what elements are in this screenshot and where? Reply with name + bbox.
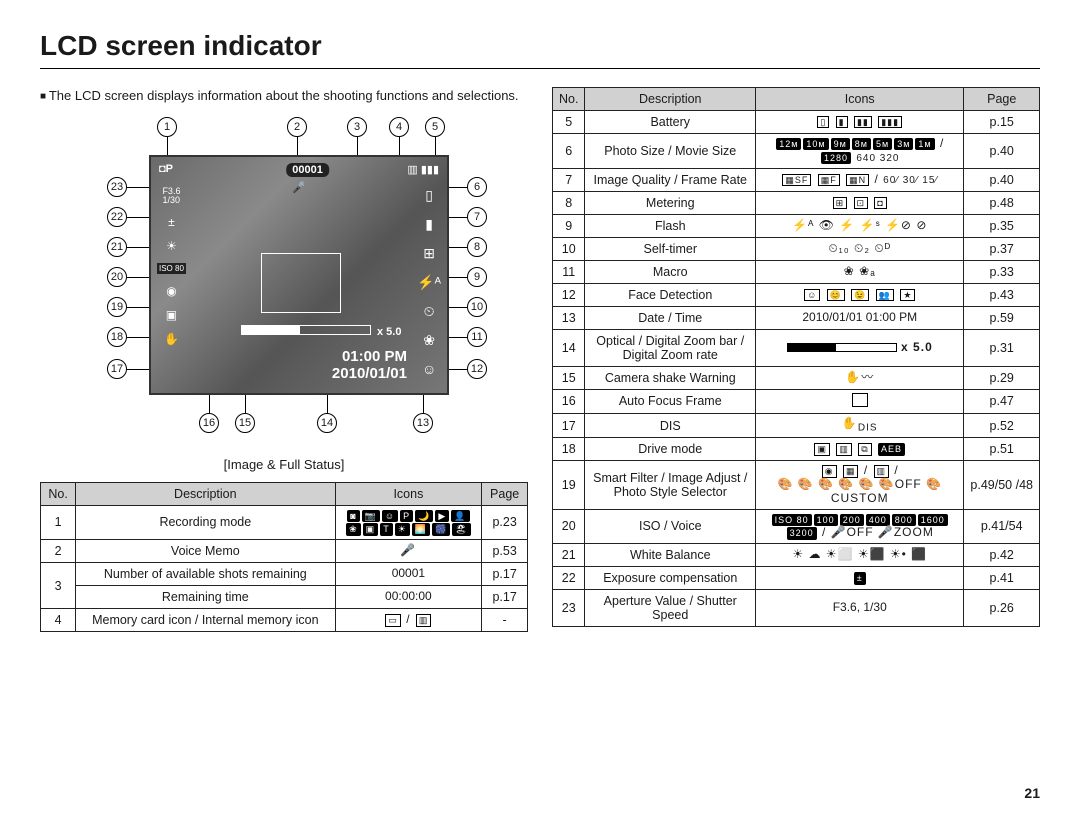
callout-10: 10 <box>467 297 487 317</box>
callout-9: 9 <box>467 267 487 287</box>
callout-23: 23 <box>107 177 127 197</box>
table-row: 20ISO / VoiceISO 8010020040080016003200 … <box>553 509 1040 544</box>
table-left: No.DescriptionIconsPage 1Recording mode◙… <box>40 482 528 633</box>
callout-19: 19 <box>107 297 127 317</box>
callout-17: 17 <box>107 359 127 379</box>
table-row: 23Aperture Value / Shutter SpeedF3.6, 1/… <box>553 590 1040 627</box>
rc-timer: ⏲ <box>424 303 435 320</box>
table-row: 14Optical / Digital Zoom bar / Digital Z… <box>553 329 1040 366</box>
callout-15: 15 <box>235 413 255 433</box>
table-right: No.DescriptionIconsPage 5Battery▯ ▮ ▮▮ ▮… <box>552 87 1040 627</box>
table-row: 13Date / Time2010/01/01 01:00 PMp.59 <box>553 306 1040 329</box>
table-row: 17DIS✋DISp.52 <box>553 414 1040 438</box>
wb-icon: ☀ <box>166 239 177 253</box>
table-row: 4Memory card icon / Internal memory icon… <box>41 609 528 632</box>
th: Description <box>585 88 756 111</box>
callout-8: 8 <box>467 237 487 257</box>
table-row: 22Exposure compensation±p.41 <box>553 567 1040 590</box>
table-row: 21White Balance☀ ☁ ☀⬜ ☀⬛ ☀• ⬛p.42 <box>553 544 1040 567</box>
intro-text: The LCD screen displays information abou… <box>40 87 528 105</box>
callout-16: 16 <box>199 413 219 433</box>
lcd-date: 2010/01/01 <box>332 365 407 382</box>
table-row: 15Camera shake Warning✋〰p.29 <box>553 366 1040 389</box>
ev-icon: ± <box>168 215 175 229</box>
table-row: 5Battery▯ ▮ ▮▮ ▮▮▮p.15 <box>553 111 1040 134</box>
rc-flash: ⚡ᴬ <box>417 274 441 291</box>
th: No. <box>553 88 585 111</box>
table-row: 12Face Detection☺ 😊 😉 👥 ★p.43 <box>553 283 1040 306</box>
table-row: 19Smart Filter / Image Adjust / Photo St… <box>553 461 1040 509</box>
table-row: 1Recording mode◙📷☺P🌙▶👤❀▣T☀🌅🎆🏖p.23 <box>41 505 528 540</box>
shots-counter: 00001 <box>286 163 329 177</box>
callout-2: 2 <box>287 117 307 137</box>
iso-icon: ISO 80 <box>157 263 186 274</box>
table-row: 9Flash⚡ᴬ 👁 ⚡ ⚡ˢ ⚡⊘ ⊘p.35 <box>553 214 1040 237</box>
callout-7: 7 <box>467 207 487 227</box>
page-title: LCD screen indicator <box>40 30 1040 69</box>
left-column: The LCD screen displays information abou… <box>40 87 528 632</box>
diagram-caption: [Image & Full Status] <box>40 457 528 472</box>
lcd-preview: ◘P 00001 ▥ ▮▮▮ 🎤 F3.6 1/30 ± ☀ ISO 80 ◉ … <box>149 155 449 395</box>
af-frame-icon <box>261 253 341 313</box>
table-row: 11Macro❀ ❀ₐp.33 <box>553 260 1040 283</box>
th: Page <box>482 482 528 505</box>
callout-4: 4 <box>389 117 409 137</box>
table-row: 16Auto Focus Framep.47 <box>553 389 1040 414</box>
rc-macro: ❀ <box>423 332 435 349</box>
mode-icon: ◘P <box>159 163 173 175</box>
callout-21: 21 <box>107 237 127 257</box>
page-number: 21 <box>1024 785 1040 801</box>
drive-icon: ▣ <box>166 308 177 322</box>
mic-icon: 🎤 <box>292 181 306 194</box>
th: Icons <box>335 482 482 505</box>
table-row: 18Drive mode▣ ▥ ⧉ AEBp.51 <box>553 438 1040 461</box>
table-row: Remaining time00:00:00p.17 <box>41 586 528 609</box>
rc-face: ☺ <box>422 361 436 377</box>
rc-quality: ▮ <box>425 216 433 233</box>
battery-icon: ▥ ▮▮▮ <box>407 163 439 176</box>
callout-6: 6 <box>467 177 487 197</box>
lcd-time: 01:00 PM <box>332 348 407 365</box>
callout-20: 20 <box>107 267 127 287</box>
zoom-text: x 5.0 <box>377 326 401 338</box>
style-icon: ◉ <box>166 284 176 298</box>
callout-5: 5 <box>425 117 445 137</box>
rc-meter: ⊞ <box>423 245 435 262</box>
callout-14: 14 <box>317 413 337 433</box>
rc-size: ▯ <box>425 187 433 204</box>
table-row: 10Self-timer⏲₁₀ ⏲₂ ⏲ᴰp.37 <box>553 237 1040 260</box>
th: Page <box>964 88 1040 111</box>
callout-18: 18 <box>107 327 127 347</box>
table-row: 7Image Quality / Frame Rate▦SF ▦F ▦N / 6… <box>553 168 1040 191</box>
callout-12: 12 <box>467 359 487 379</box>
table-row: 6Photo Size / Movie Size12м10м9м8м5м3м1м… <box>553 134 1040 169</box>
callout-3: 3 <box>347 117 367 137</box>
zoom-bar <box>241 325 371 335</box>
callout-11: 11 <box>467 327 487 347</box>
dis-icon: ✋ <box>164 332 179 346</box>
callout-1: 1 <box>157 117 177 137</box>
lcd-diagram: 1 2 3 4 5 6 7 8 9 10 11 12 2 <box>49 113 519 453</box>
th: No. <box>41 482 76 505</box>
table-row: 3Number of available shots remaining0000… <box>41 563 528 586</box>
table-row: 2Voice Memo🎤p.53 <box>41 540 528 563</box>
aperture-shutter: F3.6 1/30 <box>162 187 180 205</box>
th: Description <box>76 482 335 505</box>
table-row: 8Metering⊞ ⊡ ◘p.48 <box>553 191 1040 214</box>
th: Icons <box>756 88 964 111</box>
right-column: No.DescriptionIconsPage 5Battery▯ ▮ ▮▮ ▮… <box>552 87 1040 632</box>
callout-22: 22 <box>107 207 127 227</box>
callout-13: 13 <box>413 413 433 433</box>
